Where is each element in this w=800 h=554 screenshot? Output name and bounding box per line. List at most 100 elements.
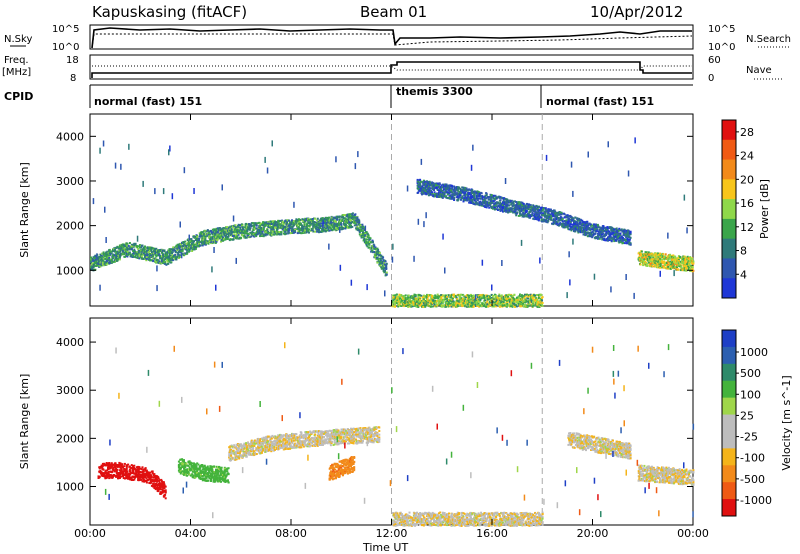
beam-title: Beam 01 <box>360 3 427 21</box>
echo-cell <box>563 220 566 222</box>
echo-cell <box>215 241 217 244</box>
echo-cell <box>623 230 626 233</box>
echo-cell <box>269 229 272 232</box>
echo-cell <box>324 223 327 226</box>
echo-cell <box>127 244 130 247</box>
echo-cell <box>545 210 548 213</box>
echo-cell <box>443 188 445 191</box>
echo-cell <box>465 190 467 193</box>
echo-cell <box>174 251 177 254</box>
echo-cell <box>292 221 295 224</box>
echo-cell <box>329 222 332 225</box>
echo-cell <box>595 223 597 226</box>
echo-cell <box>419 302 422 305</box>
echo-cell <box>482 199 485 202</box>
echo-cell <box>394 297 397 300</box>
echo-cell <box>336 225 339 227</box>
echo-cell <box>427 187 430 190</box>
echo-cell <box>274 232 277 235</box>
echo-cell <box>99 265 102 268</box>
echo-cell <box>558 219 561 222</box>
echo-cell <box>289 226 292 229</box>
echo-cell <box>436 303 439 306</box>
echo-cell <box>407 305 410 308</box>
echo-cell <box>377 248 380 251</box>
echo-cell <box>348 213 351 216</box>
echo-cell <box>571 225 574 228</box>
echo-cell <box>126 255 129 258</box>
echo-cell <box>478 197 481 200</box>
echo-cell <box>408 303 411 306</box>
echo-cell <box>443 297 446 299</box>
echo-cell <box>345 214 347 216</box>
echo-cell <box>328 225 331 228</box>
echo-cell <box>623 231 626 234</box>
echo-cell <box>461 186 464 189</box>
echo-cell <box>427 185 430 188</box>
echo-cell <box>134 254 137 256</box>
echo-cell <box>95 258 97 261</box>
echo-cell <box>128 251 131 254</box>
echo-cell <box>531 209 534 212</box>
freq-panel <box>89 54 694 80</box>
echo-cell <box>320 222 323 225</box>
echo-cell <box>132 250 135 252</box>
echo-cell <box>123 247 126 250</box>
echo-cell <box>184 240 187 243</box>
echo-cell <box>504 203 507 206</box>
echo-cell <box>450 196 453 199</box>
echo-cell <box>501 197 504 200</box>
echo-cell <box>402 298 405 300</box>
echo-cell <box>612 236 615 239</box>
echo-cell <box>278 222 281 225</box>
echo-cell <box>323 229 325 232</box>
echo-cell <box>135 252 138 255</box>
echo-cell <box>534 206 537 209</box>
echo-cell <box>273 233 276 236</box>
echo-cell <box>517 203 520 206</box>
echo-cell <box>619 233 622 236</box>
echo-cell <box>250 224 253 227</box>
echo-cell <box>436 186 439 189</box>
echo-cell <box>417 295 420 298</box>
echo-cell <box>538 217 541 220</box>
echo-cell <box>587 224 590 227</box>
echo-cell <box>380 260 383 263</box>
echo-cell <box>105 258 108 261</box>
echo-cell <box>280 231 283 234</box>
echo-cell <box>104 261 107 264</box>
echo-cell <box>451 294 454 297</box>
echo-cell <box>369 248 372 251</box>
echo-cell <box>247 233 250 236</box>
echo-cell <box>429 305 432 308</box>
echo-cell <box>191 240 194 243</box>
echo-cell <box>391 302 394 305</box>
echo-cell <box>449 187 452 190</box>
echo-cell <box>136 253 139 256</box>
echo-cell <box>453 197 456 200</box>
echo-cell <box>578 227 581 230</box>
echo-cell <box>179 255 182 258</box>
echo-cell <box>189 239 192 242</box>
echo-cell <box>622 239 624 242</box>
echo-cell <box>297 231 300 234</box>
echo-cell <box>223 233 226 235</box>
echo-cell <box>145 259 148 262</box>
echo-cell <box>392 301 395 304</box>
echo-cell <box>397 305 400 308</box>
echo-cell <box>382 259 385 262</box>
echo-cell <box>441 186 444 189</box>
echo-cell <box>188 247 191 250</box>
echo-cell <box>556 214 559 217</box>
echo-cell <box>375 257 378 260</box>
echo-cell <box>524 206 526 208</box>
echo-cell <box>203 241 206 244</box>
echo-cell <box>394 294 397 297</box>
echo-cell <box>286 219 289 222</box>
echo-cell <box>194 236 197 239</box>
echo-cell <box>605 229 608 231</box>
echo-cell <box>157 259 160 262</box>
echo-cell <box>444 185 447 188</box>
echo-cell <box>139 246 141 249</box>
echo-cell <box>227 233 230 236</box>
